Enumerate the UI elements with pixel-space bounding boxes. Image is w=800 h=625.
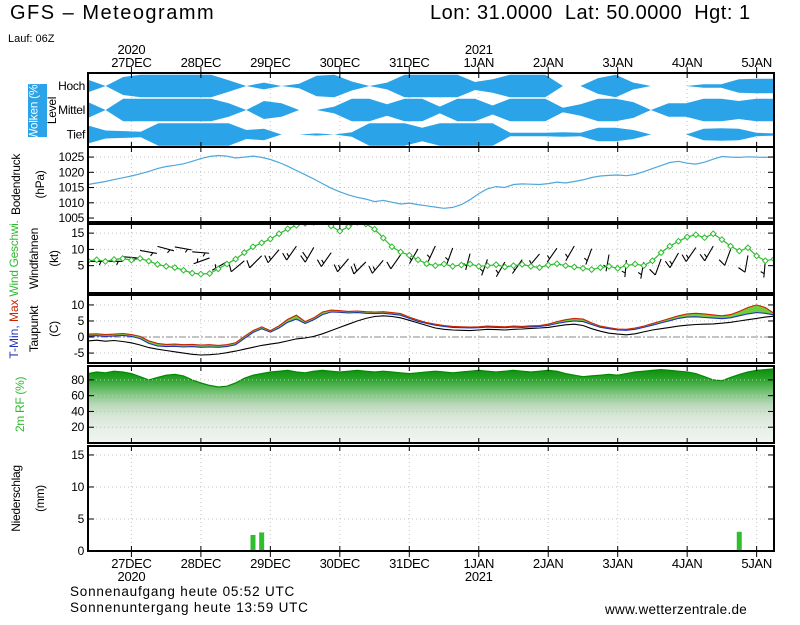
cloud-layer-mittel	[88, 98, 774, 122]
page-title: GFS – Meteogramm	[10, 2, 216, 24]
ytick-label-humidity: 20	[71, 420, 84, 434]
top-day-label: 5JAN	[741, 55, 772, 70]
bottom-day-label: 29DEC	[250, 556, 290, 571]
top-day-label: 2JAN	[533, 55, 564, 70]
humidity-axis-label: 2m RF (%)	[13, 377, 27, 433]
coordinates-label: Lon: 31.0000 Lat: 50.0000 Hgt: 1	[430, 2, 751, 24]
dewpoint-axis-label: Taupunkt	[27, 305, 41, 352]
ytick-label-humidity: 40	[71, 404, 84, 418]
wind-speed-markers	[88, 224, 774, 278]
tmax-line	[88, 304, 774, 346]
ytick-label-precip: 5	[78, 512, 85, 526]
panel-pressure	[88, 147, 774, 222]
ytick-label-precip: 10	[71, 480, 84, 494]
bottom-year-label: 2020	[118, 569, 146, 584]
ytick-label-pressure: 1005	[59, 211, 85, 225]
ytick-label-precip: 15	[71, 448, 84, 462]
clouds-level-label: Level	[45, 97, 59, 124]
precip-unit-label: (mm)	[33, 485, 47, 512]
ytick-label-pressure: 1020	[59, 165, 85, 179]
wind-unit-label: (kt)	[47, 250, 61, 266]
temp-unit-label: (C)	[47, 321, 61, 337]
panel-border-humidity	[87, 365, 775, 444]
ytick-label-pressure: 1015	[59, 181, 85, 195]
ytick-label-temp: 5	[78, 314, 85, 328]
panel-border-wind	[87, 223, 775, 294]
model-run-label: Lauf: 06Z	[8, 33, 55, 45]
ytick-label-temp: -5	[74, 346, 85, 360]
wolken-label-bg	[28, 84, 47, 137]
pressure-line	[88, 154, 774, 209]
bottom-day-label: 31DEC	[389, 556, 429, 571]
cloud-level-hoch: Hoch	[58, 79, 85, 93]
bottom-year-label: 2021	[465, 569, 493, 584]
top-day-label: 29DEC	[250, 55, 290, 70]
top-day-label: 3JAN	[602, 55, 633, 70]
sunrise-label: Sonnenaufgang heute 05:52 UTC	[70, 584, 296, 599]
precip-bars	[250, 531, 742, 551]
ytick-label-wind: 15	[71, 226, 84, 240]
temp-range-fill	[88, 304, 774, 348]
bottom-day-label: 3JAN	[602, 556, 633, 571]
top-day-label: 1JAN	[463, 55, 494, 70]
pressure-unit-label: (hPa)	[33, 170, 47, 198]
bottom-day-label: 2JAN	[533, 556, 564, 571]
ytick-label-precip: 0	[78, 544, 85, 558]
temp-minmax-axis-label: T-Min, Max	[7, 299, 21, 358]
cloud-layer-tief	[88, 123, 774, 146]
wind-speed-axis-label: Wind Geschwi.	[7, 220, 21, 296]
panel-humidity	[88, 366, 774, 443]
ytick-label-wind: 5	[78, 259, 85, 273]
cloud-level-tief: Tief	[67, 128, 86, 142]
ytick-label-temp: 10	[71, 298, 84, 312]
ytick-label-humidity: 60	[71, 389, 84, 403]
panel-border-pressure	[87, 146, 775, 223]
bottom-day-label: 28DEC	[181, 556, 221, 571]
clouds-axis-label: Wolken (%)	[27, 81, 41, 140]
ytick-label-wind: 10	[71, 242, 84, 256]
website-label: www.wetterzentrale.de	[605, 602, 748, 617]
dewpoint-line	[88, 315, 774, 356]
cloud-layer-hoch	[88, 74, 774, 98]
panel-clouds	[88, 73, 774, 147]
cloud-level-mittel: Mittel	[58, 103, 85, 117]
bottom-day-label: 4JAN	[672, 556, 703, 571]
ytick-label-humidity: 80	[71, 373, 84, 387]
humidity-area	[88, 368, 774, 443]
bottom-day-label: 5JAN	[741, 556, 772, 571]
panel-border-precip	[87, 445, 775, 552]
pressure-axis-label: Bodendruck	[9, 153, 23, 215]
top-day-label: 27DEC	[111, 55, 151, 70]
tmin-line	[88, 311, 774, 348]
panel-temp	[88, 295, 774, 363]
precip-axis-label: Niederschlag	[9, 465, 23, 531]
top-day-label: 30DEC	[320, 55, 360, 70]
top-day-label: 28DEC	[181, 55, 221, 70]
bottom-day-label: 27DEC	[111, 556, 151, 571]
panel-wind	[88, 224, 774, 293]
wind-barb-axis-label: Windfahnen	[27, 228, 41, 289]
panel-precip	[88, 446, 774, 551]
ytick-label-pressure: 1025	[59, 150, 85, 164]
top-day-label: 4JAN	[672, 55, 703, 70]
ytick-label-pressure: 1010	[59, 196, 85, 210]
sunset-label: Sonnenuntergang heute 13:59 UTC	[70, 600, 309, 615]
top-year-label: 2021	[465, 42, 493, 57]
top-day-label: 31DEC	[389, 55, 429, 70]
humidity-line	[88, 368, 774, 388]
bottom-day-label: 1JAN	[463, 556, 494, 571]
top-year-label: 2020	[118, 42, 146, 57]
ytick-label-temp: 0	[78, 330, 85, 344]
panel-border-temp	[87, 294, 775, 364]
bottom-day-label: 30DEC	[320, 556, 360, 571]
